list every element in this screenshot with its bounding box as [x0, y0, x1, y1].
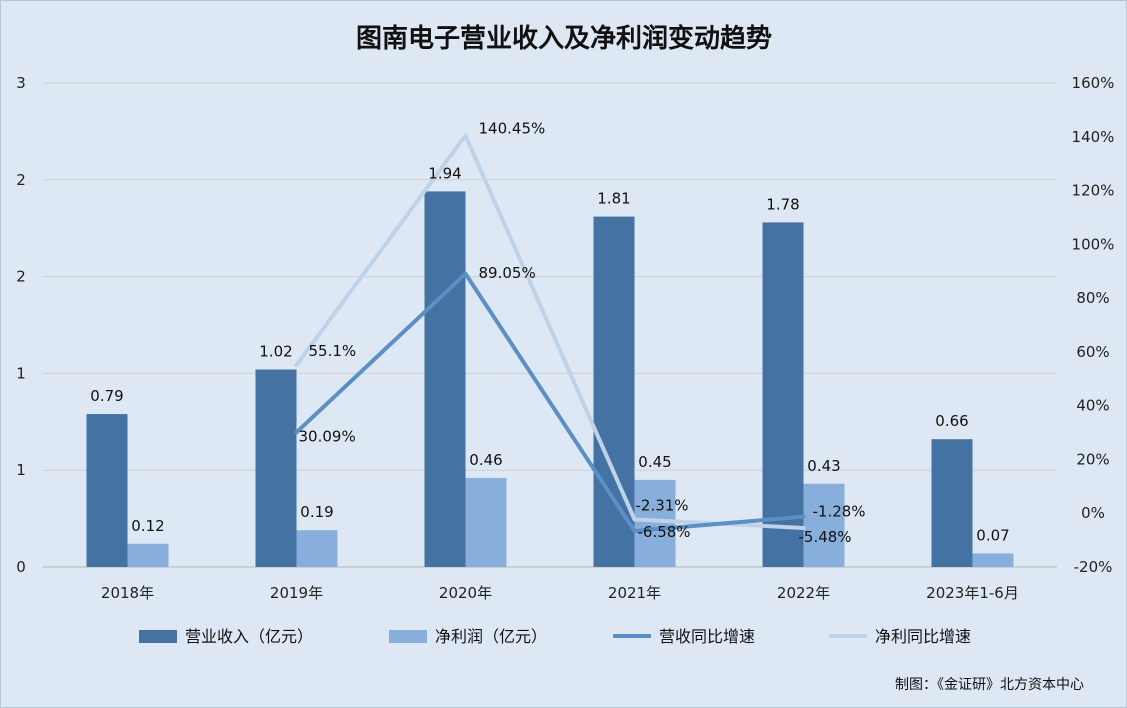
line-value-label: 140.45%: [479, 120, 546, 138]
line-point: [632, 528, 637, 533]
x-tick-label: 2022年: [777, 584, 830, 602]
legend-swatch: [389, 630, 427, 643]
legend-label: 营收同比增速: [659, 627, 755, 646]
line-value-label: 89.05%: [479, 264, 536, 282]
left-tick-label: 1: [16, 364, 26, 382]
right-tick-label: 120%: [1072, 182, 1115, 200]
bar: [803, 483, 845, 567]
right-tick-label: 20%: [1076, 450, 1109, 468]
bar-value-label: 0.12: [131, 517, 164, 535]
bar: [931, 439, 973, 567]
line-point: [801, 514, 806, 519]
right-tick-label: 140%: [1072, 128, 1115, 146]
line-value-label: -5.48%: [799, 528, 852, 546]
x-tick-label: 2019年: [270, 584, 323, 602]
line-series: [294, 133, 806, 533]
left-tick-label: 1: [16, 461, 26, 479]
x-tick-label: 2018年: [101, 584, 154, 602]
bar-value-label: 0.66: [935, 412, 968, 430]
right-axis-ticks: -20% 0% 20% 40% 60% 80% 100% 120% 140% 160%: [1072, 74, 1115, 576]
bar-value-label: 1.81: [597, 190, 630, 208]
legend: 营业收入（亿元） 净利润（亿元） 营收同比增速 净利同比增速: [139, 627, 971, 646]
line-value-label: -1.28%: [813, 503, 866, 521]
legend-label: 净利同比增速: [875, 627, 971, 646]
bar-value-label: 0.79: [90, 387, 123, 405]
legend-swatch: [139, 630, 177, 643]
bar: [255, 369, 297, 567]
right-tick-label: -20%: [1074, 558, 1113, 576]
x-axis-ticks: 2018年 2019年 2020年 2021年 2022年 2023年1-6月: [101, 584, 1019, 602]
bar: [972, 553, 1014, 567]
bar: [424, 191, 466, 567]
right-tick-label: 160%: [1072, 74, 1115, 92]
bar-value-label: 0.19: [300, 503, 333, 521]
line-point: [294, 363, 299, 368]
line-point: [632, 517, 637, 522]
bar: [127, 543, 169, 567]
right-tick-label: 60%: [1076, 343, 1109, 361]
bar-series: [86, 191, 1014, 568]
line-point: [801, 525, 806, 530]
legend-label: 净利润（亿元）: [435, 627, 547, 646]
right-tick-label: 80%: [1076, 289, 1109, 307]
left-tick-label: 0: [16, 558, 26, 576]
line-value-label: -6.58%: [638, 523, 691, 541]
bar: [465, 477, 507, 567]
right-tick-label: 40%: [1076, 397, 1109, 415]
bar-value-label: 0.46: [469, 451, 502, 469]
bar: [634, 479, 676, 567]
bar: [296, 530, 338, 567]
line-series-path: [294, 133, 806, 530]
x-tick-label: 2020年: [439, 584, 492, 602]
right-tick-label: 100%: [1072, 235, 1115, 253]
x-tick-label: 2021年: [608, 584, 661, 602]
bar-value-label: 0.45: [638, 453, 671, 471]
left-tick-label: 2: [16, 268, 26, 286]
line-data-labels: 55.1% 140.45% -2.31% -5.48% 30.09% 89.05% -6.5…: [299, 120, 866, 546]
bar-value-label: 1.94: [428, 164, 461, 182]
left-tick-label: 3: [16, 74, 26, 92]
credit-text: 制图：《金证研》北方资本中心: [895, 677, 1084, 693]
gridlines: [43, 82, 1057, 568]
line-value-label: -2.31%: [636, 496, 689, 514]
x-tick-label: 2023年1-6月: [926, 584, 1019, 602]
bar-value-label: 0.07: [976, 526, 1009, 544]
bar-data-labels: 0.79 1.02 1.94 1.81 1.78 0.66 0.12 0.19 0.46 0.45…: [90, 164, 1009, 544]
line-point: [294, 430, 299, 435]
line-series-path: [294, 271, 806, 533]
line-point: [463, 271, 468, 276]
right-tick-label: 0%: [1081, 504, 1105, 522]
line-point: [463, 133, 468, 138]
bar-value-label: 1.78: [766, 195, 799, 213]
line-value-label: 30.09%: [299, 427, 356, 445]
bar-value-label: 0.43: [807, 457, 840, 475]
bar: [86, 414, 128, 567]
left-axis-ticks: 0 1 1 2 2 3: [16, 74, 26, 576]
bar: [762, 222, 804, 567]
chart-title: 图南电子营业收入及净利润变动趋势: [356, 23, 772, 54]
bar: [593, 216, 635, 568]
line-value-label: 55.1%: [309, 342, 357, 360]
bar-value-label: 1.02: [259, 343, 292, 361]
legend-label: 营业收入（亿元）: [185, 627, 313, 646]
left-tick-label: 2: [16, 171, 26, 189]
